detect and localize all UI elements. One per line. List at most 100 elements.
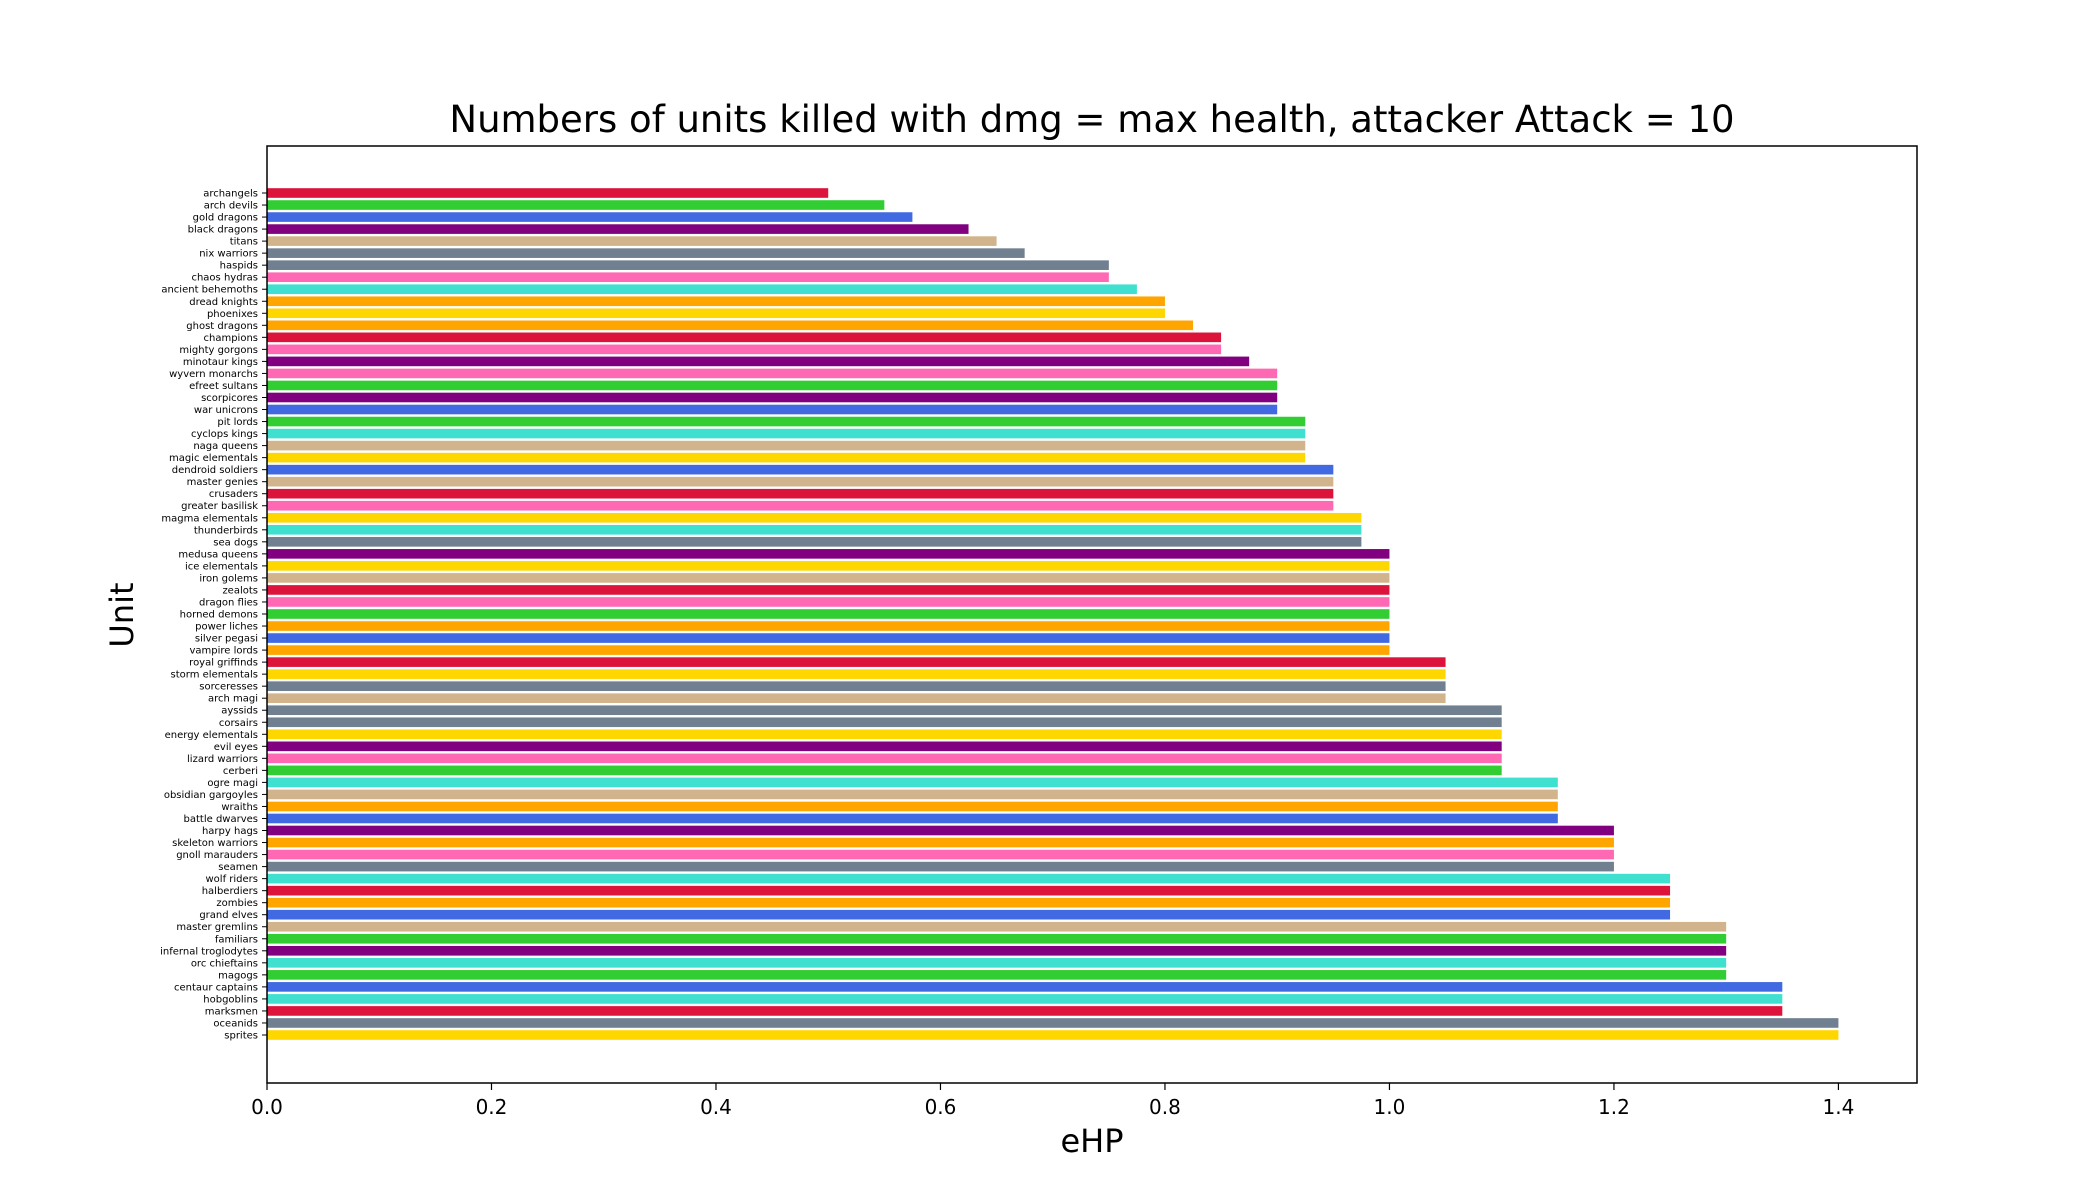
bar xyxy=(267,392,1278,403)
bar xyxy=(267,970,1727,980)
x-tick-label: 0.0 xyxy=(251,1095,283,1119)
y-tick-label: master genies xyxy=(187,477,258,488)
bar xyxy=(267,741,1502,752)
bar xyxy=(267,753,1502,764)
y-tick-label: lizard warriors xyxy=(187,754,258,765)
y-tick-label: dread knights xyxy=(189,297,258,308)
y-tick-label: grand elves xyxy=(199,910,258,921)
bar xyxy=(267,549,1390,559)
x-tick-label: 1.2 xyxy=(1598,1095,1630,1119)
bar xyxy=(267,909,1671,920)
bar xyxy=(267,537,1362,547)
bar xyxy=(267,729,1502,740)
y-tick-label: storm elementals xyxy=(171,670,258,681)
bar xyxy=(267,681,1446,691)
x-tick-label: 0.6 xyxy=(925,1095,957,1119)
y-tick-label: vampire lords xyxy=(189,646,258,657)
y-tick-label: hobgoblins xyxy=(203,994,258,1005)
bar xyxy=(267,356,1250,367)
bar xyxy=(267,933,1727,944)
y-tick-label: titans xyxy=(230,237,258,248)
y-tick-label: haspids xyxy=(220,261,258,272)
y-tick-label: greater basilisk xyxy=(181,501,258,512)
bar xyxy=(267,464,1334,475)
y-tick-label: wraiths xyxy=(221,802,258,813)
y-tick-label: centaur captains xyxy=(174,982,258,993)
bar xyxy=(267,705,1502,716)
x-tick-label: 0.4 xyxy=(700,1095,732,1119)
bar xyxy=(267,561,1390,571)
y-tick-label: obsidian gargoyles xyxy=(164,790,258,801)
bar xyxy=(267,488,1334,499)
y-tick-label: phoenixes xyxy=(207,309,258,320)
y-tick-label: seamen xyxy=(218,862,258,873)
y-tick-label: harpy hags xyxy=(202,826,258,837)
bar xyxy=(267,994,1783,1004)
bar xyxy=(267,1006,1783,1016)
y-tick-label: sprites xyxy=(224,1031,258,1042)
bar xyxy=(267,837,1614,848)
y-tick-label: ice elementals xyxy=(185,561,258,572)
y-tick-label: energy elementals xyxy=(165,730,258,741)
bar xyxy=(267,1030,1839,1040)
y-tick-label: magma elementals xyxy=(161,513,258,524)
y-tick-label: ghost dragons xyxy=(186,321,258,332)
y-tick-label: gnoll marauders xyxy=(176,850,258,861)
y-tick-label: iron golems xyxy=(199,573,258,584)
bar xyxy=(267,380,1278,391)
y-tick-label: chaos hydras xyxy=(191,273,258,284)
bar xyxy=(267,308,1165,319)
y-tick-label: dendroid soldiers xyxy=(172,465,258,476)
bar xyxy=(267,272,1109,283)
bar xyxy=(267,825,1614,836)
bar xyxy=(267,200,885,210)
y-tick-label: scorpicores xyxy=(201,393,258,404)
bar xyxy=(267,633,1390,643)
y-tick-label: corsairs xyxy=(219,718,258,729)
bar xyxy=(267,368,1278,379)
bar xyxy=(267,428,1306,439)
bar xyxy=(267,212,913,222)
bar xyxy=(267,476,1334,487)
y-tick-label: silver pegasi xyxy=(195,634,258,645)
bar xyxy=(267,861,1614,872)
bar xyxy=(267,849,1614,860)
bar xyxy=(267,188,829,198)
bar xyxy=(267,404,1278,415)
y-tick-label: ancient behemoths xyxy=(161,285,258,296)
bar xyxy=(267,982,1783,992)
y-tick-label: black dragons xyxy=(188,225,258,236)
bar xyxy=(267,693,1446,704)
y-tick-label: ayssids xyxy=(221,706,258,717)
bar xyxy=(267,777,1558,788)
bar xyxy=(267,885,1671,896)
bar xyxy=(267,897,1671,908)
bar xyxy=(267,717,1502,728)
y-tick-label: minotaur kings xyxy=(183,357,258,368)
y-tick-label: cerberi xyxy=(223,766,258,777)
y-tick-label: wolf riders xyxy=(206,874,259,885)
bar xyxy=(267,597,1390,607)
y-tick-label: ogre magi xyxy=(207,778,258,789)
y-tick-label: sea dogs xyxy=(213,537,258,548)
bar xyxy=(267,236,997,246)
x-tick-label: 1.0 xyxy=(1374,1095,1406,1119)
y-tick-label: halberdiers xyxy=(202,886,258,897)
y-tick-label: gold dragons xyxy=(193,213,258,224)
y-tick-label: mighty gorgons xyxy=(179,345,258,356)
bar xyxy=(267,512,1362,523)
x-tick-label: 1.4 xyxy=(1823,1095,1855,1119)
plot-frame xyxy=(266,145,1918,1084)
y-tick-label: arch devils xyxy=(204,201,258,212)
chart-title: Numbers of units killed with dmg = max h… xyxy=(449,98,1734,141)
bar xyxy=(267,801,1558,812)
y-tick-label: champions xyxy=(204,333,259,344)
bar xyxy=(267,621,1390,631)
y-tick-label: dragon flies xyxy=(199,597,258,608)
y-tick-label: horned demons xyxy=(180,610,258,621)
y-tick-label: magogs xyxy=(218,970,258,981)
y-tick-label: master gremlins xyxy=(176,922,258,933)
bar xyxy=(267,260,1109,270)
